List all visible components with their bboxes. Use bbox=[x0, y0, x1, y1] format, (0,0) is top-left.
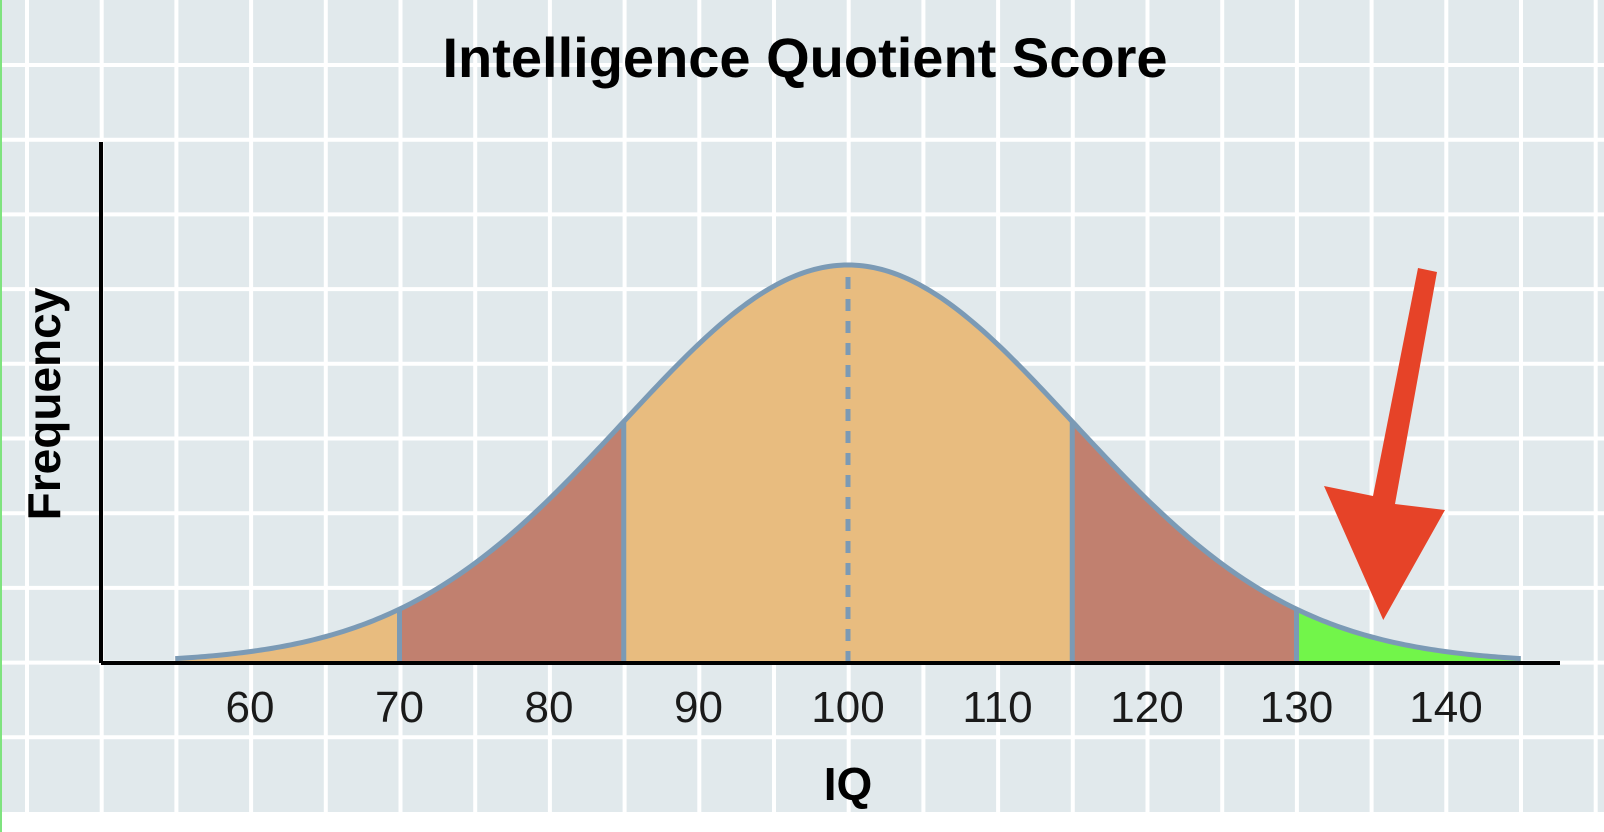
x-tick-label: 60 bbox=[226, 683, 275, 732]
x-tick-label: 100 bbox=[811, 683, 884, 732]
region-4 bbox=[1296, 609, 1521, 663]
x-axis-label: IQ bbox=[824, 758, 873, 810]
x-tick-label: 80 bbox=[525, 683, 574, 732]
x-tick-label: 130 bbox=[1260, 683, 1333, 732]
region-0 bbox=[175, 609, 400, 663]
x-tick-label: 120 bbox=[1110, 683, 1183, 732]
x-tick-label: 110 bbox=[962, 683, 1032, 732]
y-axis-label: Frequency bbox=[18, 287, 70, 520]
x-tick-label: 140 bbox=[1409, 683, 1482, 732]
x-tick-labels: 60 70 80 90 100 110 120 130 140 bbox=[226, 683, 1483, 732]
x-tick-label: 90 bbox=[674, 683, 723, 732]
chart-title: Intelligence Quotient Score bbox=[442, 26, 1167, 89]
arrow-annotation bbox=[1324, 268, 1445, 620]
x-tick-label: 70 bbox=[375, 683, 424, 732]
